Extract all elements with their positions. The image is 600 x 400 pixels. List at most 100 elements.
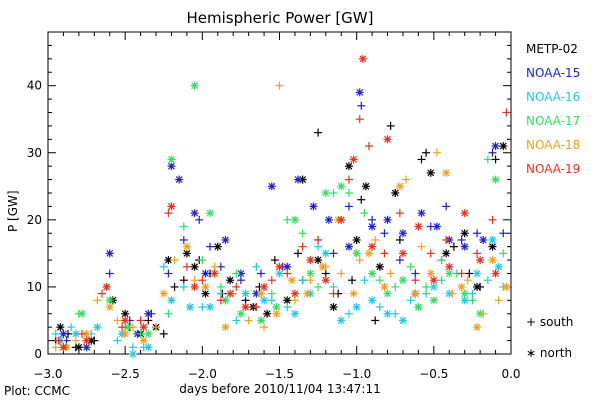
y-tick-label: 30 <box>27 146 42 160</box>
south-point <box>283 269 292 278</box>
north-point <box>283 262 292 271</box>
south-point <box>368 215 377 224</box>
north-point <box>206 209 215 218</box>
south-point <box>182 262 191 271</box>
south-point <box>432 148 441 157</box>
legend-noaa-16: NOAA-16 <box>526 90 581 104</box>
north-point <box>473 323 482 332</box>
north-point <box>494 262 503 271</box>
north-point <box>349 289 358 298</box>
north-point <box>460 242 469 251</box>
south-point <box>463 276 472 285</box>
north-point <box>329 303 338 312</box>
north-point <box>190 282 199 291</box>
south-point <box>329 249 338 258</box>
south-point <box>294 249 303 258</box>
south-point <box>252 303 261 312</box>
north-point <box>383 309 392 318</box>
north-point <box>93 323 102 332</box>
south-point <box>422 289 431 298</box>
y-tick-label: 10 <box>27 280 42 294</box>
south-point <box>355 256 364 265</box>
south-point <box>298 276 307 285</box>
north-point <box>383 289 392 298</box>
south-point <box>152 323 161 332</box>
south-point <box>198 303 207 312</box>
north-point <box>352 249 361 258</box>
south-point <box>136 329 145 338</box>
north-point <box>368 269 377 278</box>
north-point <box>241 289 250 298</box>
north-point <box>121 329 130 338</box>
north-point <box>321 249 330 258</box>
south-point <box>198 276 207 285</box>
north-point <box>414 303 423 312</box>
north-point <box>167 162 176 171</box>
north-point <box>159 289 168 298</box>
north-point <box>365 249 374 258</box>
north-point <box>411 289 420 298</box>
legend-metp-02: METP-02 <box>526 42 578 56</box>
south-point <box>179 235 188 244</box>
north-point <box>398 316 407 325</box>
north-point <box>344 242 353 251</box>
south-point <box>422 148 431 157</box>
south-point <box>267 276 276 285</box>
x-tick-label: −0.5 <box>419 367 448 381</box>
south-point <box>290 296 299 305</box>
north-point <box>201 282 210 291</box>
north-point <box>128 350 137 358</box>
x-tick-label: 0.0 <box>501 367 520 381</box>
south-point <box>483 276 492 285</box>
south-point <box>357 195 366 204</box>
south-point <box>337 269 346 278</box>
south-point <box>473 249 482 258</box>
north-point <box>144 343 153 352</box>
south-point <box>216 289 225 298</box>
north-point <box>213 242 222 251</box>
north-point <box>290 289 299 298</box>
south-point <box>422 282 431 291</box>
south-point <box>395 256 404 265</box>
north-point <box>267 182 276 191</box>
north-point <box>139 336 148 345</box>
north-point <box>206 303 215 312</box>
y-tick-label: 40 <box>27 79 42 93</box>
south-point <box>494 296 503 305</box>
north-point <box>395 182 404 191</box>
north-point <box>256 289 265 298</box>
series-noaa-15 <box>59 88 508 352</box>
north-point <box>491 142 500 151</box>
north-point <box>324 215 333 224</box>
north-point <box>182 249 191 258</box>
north-point <box>460 296 469 305</box>
north-point <box>256 316 265 325</box>
north-point <box>383 215 392 224</box>
south-point <box>216 282 225 291</box>
north-point <box>442 168 451 177</box>
north-point <box>398 229 407 238</box>
south-point <box>473 229 482 238</box>
north-point <box>139 323 148 332</box>
south-point <box>51 329 60 338</box>
x-tick-label: −1.5 <box>265 367 294 381</box>
y-tick-label: 20 <box>27 213 42 227</box>
north-point <box>314 256 323 265</box>
south-point <box>210 262 219 271</box>
south-point <box>232 316 241 325</box>
north-point <box>306 256 315 265</box>
north-point <box>460 229 469 238</box>
south-point <box>488 148 497 157</box>
north-point <box>460 289 469 298</box>
south-point <box>164 209 173 218</box>
north-point <box>352 303 361 312</box>
south-point <box>344 175 353 184</box>
south-point <box>329 282 338 291</box>
north-point <box>398 249 407 258</box>
north-point <box>59 343 68 352</box>
north-point <box>337 182 346 191</box>
south-point <box>360 276 369 285</box>
north-point <box>321 276 330 285</box>
south-point <box>468 296 477 305</box>
